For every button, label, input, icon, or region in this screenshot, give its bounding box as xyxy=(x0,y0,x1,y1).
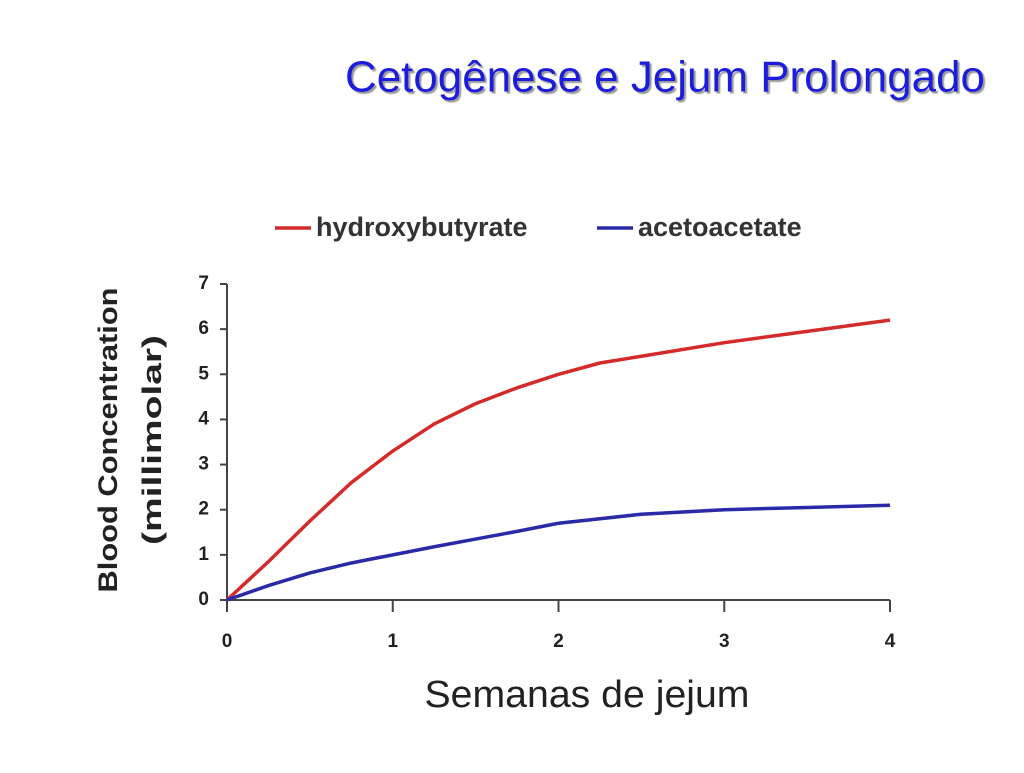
slide-title: Cetogênese e Jejum Prolongado xyxy=(345,53,985,102)
x-tick-label: 3 xyxy=(719,631,730,652)
legend-label: hydroxybutyrate xyxy=(316,212,528,242)
y-axis-label-line: (millimolar) xyxy=(137,335,167,545)
y-tick-label: 4 xyxy=(198,408,209,429)
series-line xyxy=(226,503,891,602)
legend-label: acetoacetate xyxy=(638,212,802,242)
y-axis-label-line: Blood Concentration xyxy=(93,288,123,593)
y-tick-label: 2 xyxy=(198,499,209,520)
x-tick-label: 0 xyxy=(222,631,233,652)
y-tick-label: 3 xyxy=(198,454,209,475)
y-tick-label: 5 xyxy=(198,363,209,384)
x-tick-label: 2 xyxy=(553,631,564,652)
x-tick-label: 4 xyxy=(885,631,896,652)
y-tick-label: 0 xyxy=(198,589,209,610)
y-tick-label: 7 xyxy=(198,273,209,294)
y-axis-label: Blood Concentration (millimolar) xyxy=(93,288,167,593)
x-tick-label: 1 xyxy=(387,631,398,652)
y-tick-label: 6 xyxy=(198,318,209,339)
y-tick-label: 1 xyxy=(198,544,209,565)
x-axis-label: Semanas de jejum xyxy=(425,674,750,716)
series-line xyxy=(225,318,891,602)
